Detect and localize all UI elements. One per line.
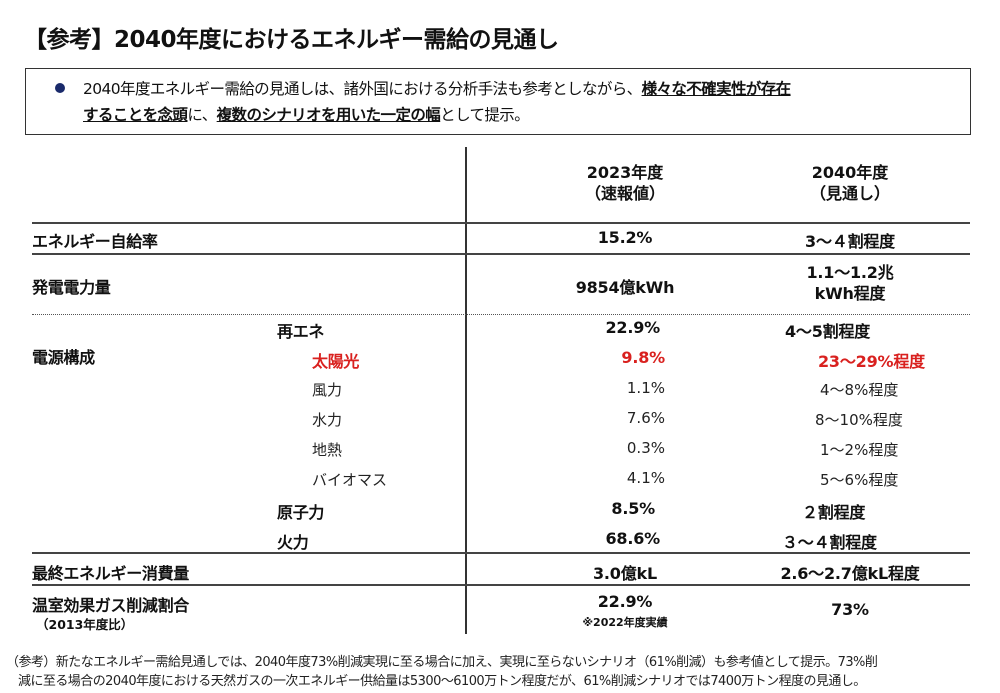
value-2040: 73% <box>831 600 869 619</box>
header-year: 2023年度 <box>586 163 664 182</box>
value-2023: 8.5% <box>611 499 655 518</box>
value-2023: 22.9% <box>597 592 653 611</box>
value-2040: 8～10%程度 <box>815 411 903 429</box>
value-2040: 4～5割程度 <box>785 322 871 341</box>
label-solar: 太陽光 <box>312 352 360 371</box>
row-label-self-sufficiency: エネルギー自給率 <box>32 232 158 251</box>
value-2040: 2.6～2.7億kL程度 <box>780 564 920 583</box>
summary-text: に、 <box>187 106 217 124</box>
value-line: 1.1～1.2兆 <box>806 263 894 282</box>
row-rule <box>32 222 970 224</box>
footnote-line-1: （参考）新たなエネルギー需給見通しでは、2040年度73%削減実現に至る場合に加… <box>6 655 878 670</box>
summary-emphasis: することを念頭 <box>83 106 188 124</box>
value-2040: 3～４割程度 <box>805 232 895 251</box>
value-2023: 1.1% <box>626 379 665 397</box>
value-2023: 0.3% <box>626 439 665 457</box>
summary-emphasis: 複数のシナリオを用いた一定の幅 <box>216 106 441 124</box>
value-2023: 3.0億kL <box>593 564 657 583</box>
dotted-rule <box>32 314 970 315</box>
summary-line-2: することを念頭に、複数のシナリオを用いた一定の幅として提示。 <box>83 103 530 125</box>
header-2023: 2023年度 （速報値） <box>570 162 680 204</box>
value-2023: 22.9% <box>605 318 660 337</box>
column-divider <box>465 147 467 634</box>
value-2040: ３～４割程度 <box>782 533 877 552</box>
row-sublabel: （2013年度比） <box>36 617 134 632</box>
header-year: 2040年度 <box>811 163 889 182</box>
value-note: ※2022年度実績 <box>582 616 668 629</box>
value-2023: 68.6% <box>605 529 660 548</box>
label-hydro: 水力 <box>312 411 343 429</box>
value-2040: 23～29%程度 <box>818 352 925 371</box>
page-title: 【参考】2040年度におけるエネルギー需給の見通し <box>24 27 559 53</box>
row-label-power-mix: 電源構成 <box>32 348 95 367</box>
value-2023: 4.1% <box>626 469 665 487</box>
value-2023: 9.8% <box>621 348 665 367</box>
value-line: kWh程度 <box>814 284 886 303</box>
value-2040: ２割程度 <box>802 503 866 522</box>
row-label-ghg-reduction: 温室効果ガス削減割合 <box>32 596 190 615</box>
summary-text: として提示。 <box>440 106 530 124</box>
label-geothermal: 地熱 <box>312 441 343 459</box>
value-2023: 9854億kWh <box>575 278 675 297</box>
row-rule <box>32 584 970 586</box>
summary-emphasis: 様々な不確実性が存在 <box>641 80 792 98</box>
row-rule <box>32 552 970 554</box>
value-2040: 1～2%程度 <box>820 441 899 459</box>
value-2023: 7.6% <box>626 409 665 427</box>
bullet-icon <box>55 83 65 93</box>
row-label-final-consumption: 最終エネルギー消費量 <box>32 564 190 583</box>
header-note: （速報値） <box>584 184 665 203</box>
value-2040: 5～6%程度 <box>820 471 899 489</box>
summary-box: 2040年度エネルギー需給の見通しは、諸外国における分析手法も参考としながら、様… <box>25 68 971 135</box>
label-wind: 風力 <box>312 381 343 399</box>
row-label-generation: 発電電力量 <box>32 278 111 297</box>
label-thermal: 火力 <box>277 533 309 552</box>
summary-line-1: 2040年度エネルギー需給の見通しは、諸外国における分析手法も参考としながら、様… <box>83 77 791 99</box>
header-note: （見通し） <box>809 184 890 203</box>
header-2040: 2040年度 （見通し） <box>760 162 940 204</box>
value-2040: 4～8%程度 <box>820 381 899 399</box>
label-renewables: 再エネ <box>277 322 325 341</box>
footnote-line-2: 減に至る場合の2040年度における天然ガスの一次エネルギー供給量は5300～61… <box>18 674 866 689</box>
label-nuclear: 原子力 <box>277 503 325 522</box>
summary-text: 2040年度エネルギー需給の見通しは、諸外国における分析手法も参考としながら、 <box>83 80 642 98</box>
value-2023: 15.2% <box>597 228 653 247</box>
label-biomass: バイオマス <box>312 471 388 489</box>
value-2040: 1.1～1.2兆 kWh程度 <box>760 262 940 304</box>
row-rule <box>32 253 970 255</box>
